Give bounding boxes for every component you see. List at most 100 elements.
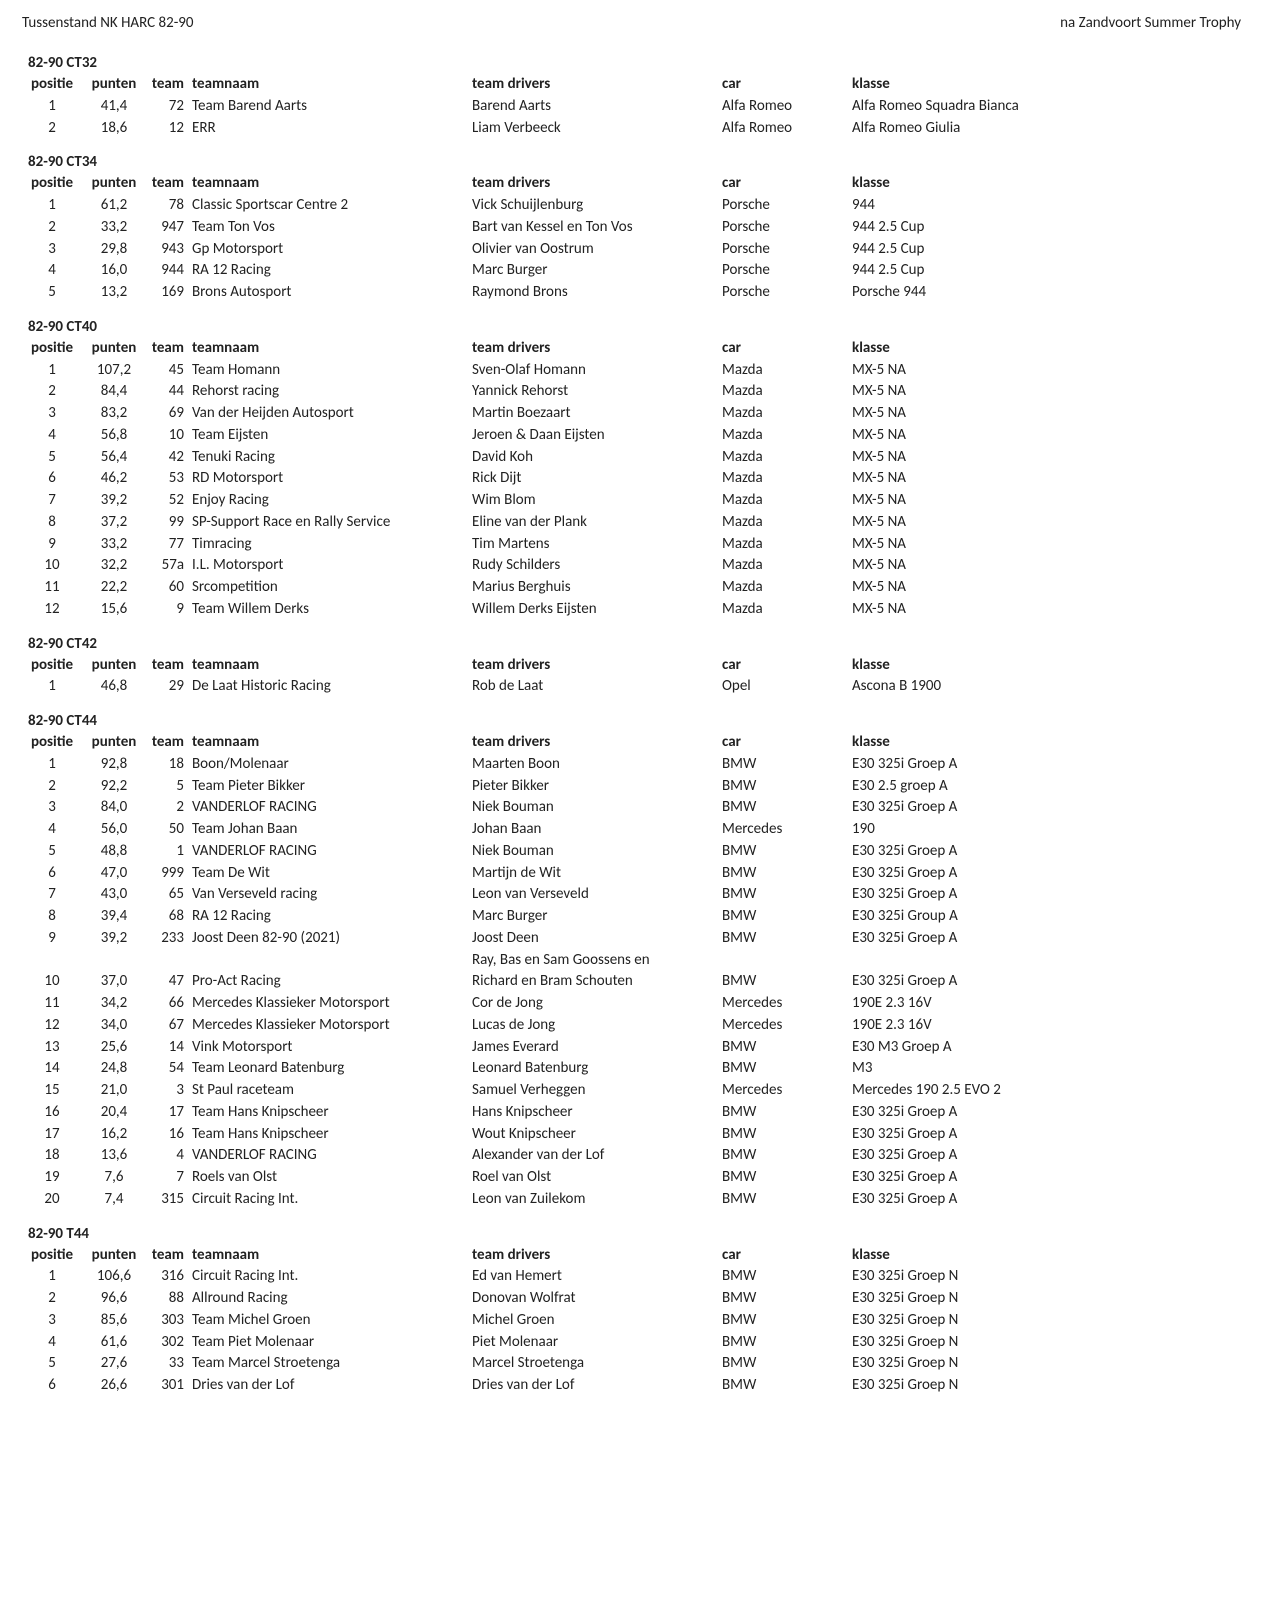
cell-car: BMW — [722, 1167, 852, 1189]
cell-klasse: E30 325i Groep N — [852, 1375, 1152, 1397]
col-klasse: klasse — [852, 1245, 1152, 1267]
cell-punten: 96,6 — [82, 1288, 146, 1310]
cell-positie: 11 — [22, 993, 82, 1015]
cell-punten: 15,6 — [82, 599, 146, 621]
col-teamnaam: teamnaam — [192, 732, 472, 754]
class-group-title: 82-90 CT44 — [28, 712, 1241, 730]
col-team: team — [146, 74, 192, 96]
cell-positie: 19 — [22, 1167, 82, 1189]
cell-punten: 37,0 — [82, 971, 146, 993]
cell-drivers: Rudy Schilders — [472, 555, 722, 577]
cell-drivers: Marcel Stroetenga — [472, 1353, 722, 1375]
standings-page: Tussenstand NK HARC 82-90 na Zandvoort S… — [0, 0, 1263, 1427]
cell-klasse: 190E 2.3 16V — [852, 1015, 1152, 1037]
cell-klasse: MX-5 NA — [852, 360, 1152, 382]
cell-team: 72 — [146, 96, 192, 118]
standings-row: 192,818Boon/MolenaarMaarten BoonBMWE30 3… — [22, 754, 1241, 776]
cell-team: 7 — [146, 1167, 192, 1189]
cell-teamnaam: Allround Racing — [192, 1288, 472, 1310]
cell-positie: 9 — [22, 928, 82, 950]
cell-teamnaam: St Paul raceteam — [192, 1080, 472, 1102]
col-positie: positie — [22, 173, 82, 195]
standings-row: 527,633Team Marcel StroetengaMarcel Stro… — [22, 1353, 1241, 1375]
cell-positie: 1 — [22, 360, 82, 382]
class-group: 82-90 CT32positiepuntenteamteamnaamteam … — [22, 54, 1241, 139]
standings-row: 161,278Classic Sportscar Centre 2Vick Sc… — [22, 195, 1241, 217]
cell-drivers: Wout Knipscheer — [472, 1124, 722, 1146]
cell-team: 47 — [146, 971, 192, 993]
page-title-right: na Zandvoort Summer Trophy — [1060, 14, 1241, 32]
cell-drivers: Eline van der Plank — [472, 512, 722, 534]
cell-positie: 2 — [22, 381, 82, 403]
cell-positie: 5 — [22, 1353, 82, 1375]
cell-car: BMW — [722, 1037, 852, 1059]
cell-positie: 2 — [22, 118, 82, 140]
cell-car: BMW — [722, 1288, 852, 1310]
cell-team: 14 — [146, 1037, 192, 1059]
cell-team: 54 — [146, 1058, 192, 1080]
cell-positie: 6 — [22, 468, 82, 490]
cell-punten: 46,8 — [82, 676, 146, 698]
cell-teamnaam: Tenuki Racing — [192, 447, 472, 469]
cell-klasse: 190E 2.3 16V — [852, 993, 1152, 1015]
cell-positie: 1 — [22, 754, 82, 776]
cell-positie: 20 — [22, 1189, 82, 1211]
class-group-title: 82-90 CT34 — [28, 153, 1241, 171]
cell-positie: 11 — [22, 577, 82, 599]
cell-positie: 5 — [22, 447, 82, 469]
cell-positie: 4 — [22, 819, 82, 841]
col-punten: punten — [82, 732, 146, 754]
cell-team: 77 — [146, 534, 192, 556]
cell-klasse: MX-5 NA — [852, 468, 1152, 490]
cell-teamnaam: Circuit Racing Int. — [192, 1266, 472, 1288]
cell-team: 17 — [146, 1102, 192, 1124]
cell-punten: 84,4 — [82, 381, 146, 403]
cell-klasse: Alfa Romeo Squadra Bianca — [852, 96, 1152, 118]
cell-klasse: Ascona B 1900 — [852, 676, 1152, 698]
cell-car: Mazda — [722, 468, 852, 490]
cell-positie: 3 — [22, 1310, 82, 1332]
cell-team: 52 — [146, 490, 192, 512]
standings-row: 1037,047Pro-Act RacingRichard en Bram Sc… — [22, 971, 1241, 993]
cell-team: 88 — [146, 1288, 192, 1310]
cell-team: 33 — [146, 1353, 192, 1375]
standings-row: 837,299SP-Support Race en Rally ServiceE… — [22, 512, 1241, 534]
standings-row: 1234,067Mercedes Klassieker MotorsportLu… — [22, 1015, 1241, 1037]
cell-punten: 43,0 — [82, 884, 146, 906]
cell-teamnaam: Team Pieter Bikker — [192, 776, 472, 798]
cell-car: BMW — [722, 1266, 852, 1288]
cell-teamnaam: Pro-Act Racing — [192, 971, 472, 993]
standings-row: 329,8943Gp MotorsportOlivier van Oostrum… — [22, 239, 1241, 261]
cell-teamnaam: Van der Heijden Autosport — [192, 403, 472, 425]
cell-punten: 22,2 — [82, 577, 146, 599]
standings-row: 284,444Rehorst racingYannick RehorstMazd… — [22, 381, 1241, 403]
standings-row: 1032,257aI.L. MotorsportRudy SchildersMa… — [22, 555, 1241, 577]
cell-punten: 41,4 — [82, 96, 146, 118]
cell-klasse: E30 325i Groep A — [852, 797, 1152, 819]
cell-positie: 6 — [22, 863, 82, 885]
cell-team: 999 — [146, 863, 192, 885]
cell-car: Mazda — [722, 425, 852, 447]
page-header: Tussenstand NK HARC 82-90 na Zandvoort S… — [22, 14, 1241, 32]
col-car: car — [722, 655, 852, 677]
cell-positie: 4 — [22, 1332, 82, 1354]
cell-punten: 34,2 — [82, 993, 146, 1015]
cell-teamnaam: Dries van der Lof — [192, 1375, 472, 1397]
cell-klasse: E30 325i Groep A — [852, 928, 1152, 950]
cell-klasse: E30 325i Groep A — [852, 971, 1152, 993]
cell-positie: 2 — [22, 776, 82, 798]
col-positie: positie — [22, 732, 82, 754]
cell-car: Porsche — [722, 217, 852, 239]
cell-klasse: E30 325i Groep A — [852, 1189, 1152, 1211]
cell-klasse: E30 325i Groep N — [852, 1266, 1152, 1288]
cell-drivers: Bart van Kessel en Ton Vos — [472, 217, 722, 239]
cell-punten: 84,0 — [82, 797, 146, 819]
cell-drivers: Piet Molenaar — [472, 1332, 722, 1354]
cell-teamnaam: Circuit Racing Int. — [192, 1189, 472, 1211]
standings-row: 207,4315Circuit Racing Int.Leon van Zuil… — [22, 1189, 1241, 1211]
standings-row: 1424,854Team Leonard BatenburgLeonard Ba… — [22, 1058, 1241, 1080]
col-team: team — [146, 732, 192, 754]
cell-drivers: Sven-Olaf Homann — [472, 360, 722, 382]
cell-punten: 33,2 — [82, 534, 146, 556]
col-klasse: klasse — [852, 74, 1152, 96]
